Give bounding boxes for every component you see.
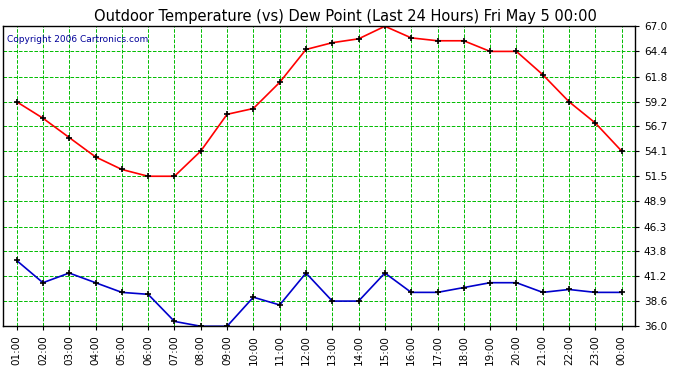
Text: Outdoor Temperature (vs) Dew Point (Last 24 Hours) Fri May 5 00:00: Outdoor Temperature (vs) Dew Point (Last… xyxy=(94,9,596,24)
Text: Copyright 2006 Cartronics.com: Copyright 2006 Cartronics.com xyxy=(7,35,148,44)
